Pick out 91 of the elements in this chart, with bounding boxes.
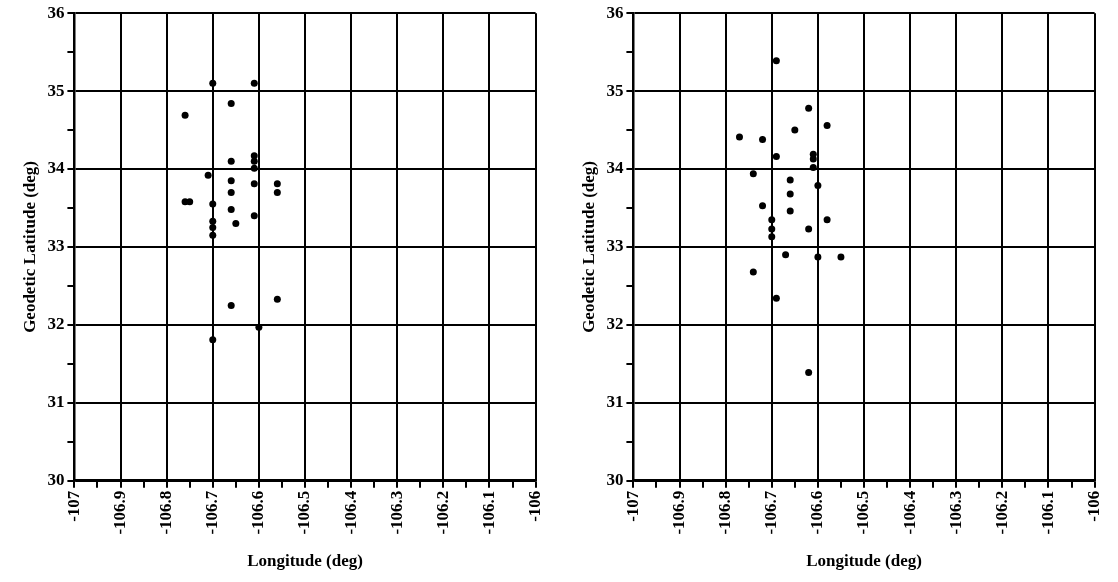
x-tick-label: -106.3: [386, 490, 406, 535]
point: [786, 176, 794, 184]
x-tick-label: -106.2: [991, 490, 1011, 535]
point: [809, 155, 817, 163]
point: [786, 207, 794, 215]
y-tick-label: 33: [606, 236, 624, 256]
y-tick-label: 34: [606, 158, 624, 178]
y-tick-label: 36: [47, 2, 65, 22]
point: [837, 253, 845, 261]
point: [786, 190, 794, 198]
point: [805, 225, 813, 233]
x-tick-label: -106.5: [294, 490, 314, 535]
x-tick-label: -106.1: [1037, 490, 1057, 535]
point: [250, 152, 258, 160]
x-tick-label: -106.8: [715, 490, 735, 535]
point: [735, 133, 743, 141]
x-axis-title: Longitude (deg): [806, 551, 922, 571]
x-tick-label: -106.7: [202, 490, 222, 535]
point: [273, 188, 281, 196]
x-tick-label: -107: [622, 490, 642, 522]
x-tick-label: -106.6: [807, 490, 827, 535]
point: [805, 368, 813, 376]
point: [227, 157, 235, 165]
point: [227, 206, 235, 214]
point: [250, 164, 258, 172]
x-tick-label: -106: [1083, 490, 1103, 522]
x-tick-label: -106: [524, 490, 544, 522]
x-tick-label: -107: [63, 490, 83, 522]
y-tick-label: 30: [606, 470, 624, 490]
point: [209, 79, 217, 87]
point: [782, 251, 790, 259]
y-tick-label: 35: [606, 80, 624, 100]
point: [181, 198, 189, 206]
point: [768, 225, 776, 233]
point: [273, 295, 281, 303]
x-axis-title: Longitude (deg): [247, 551, 363, 571]
x-tick-label: -106.4: [340, 490, 360, 535]
point: [749, 170, 757, 178]
point: [823, 121, 831, 129]
point: [772, 57, 780, 65]
point: [227, 301, 235, 309]
point: [768, 233, 776, 241]
point: [814, 253, 822, 261]
point: [209, 200, 217, 208]
y-axis-title: Geodetic Latitude (deg): [19, 161, 39, 333]
point: [250, 180, 258, 188]
point: [814, 181, 822, 189]
x-tick-label: -106.9: [109, 490, 129, 535]
point: [791, 126, 799, 134]
point: [250, 79, 258, 87]
point: [772, 153, 780, 161]
point: [759, 202, 767, 210]
y-tick-label: 30: [47, 470, 65, 490]
point: [227, 100, 235, 108]
y-tick-label: 31: [606, 392, 624, 412]
point: [181, 111, 189, 119]
x-tick-label: -106.2: [432, 490, 452, 535]
point: [273, 180, 281, 188]
point: [250, 212, 258, 220]
point: [232, 220, 240, 228]
point: [204, 171, 212, 179]
y-tick-label: 36: [606, 2, 624, 22]
x-tick-label: -106.5: [853, 490, 873, 535]
x-tick-label: -106.1: [478, 490, 498, 535]
x-tick-label: -106.6: [248, 490, 268, 535]
point: [823, 216, 831, 224]
point: [209, 217, 217, 225]
x-tick-label: -106.9: [668, 490, 688, 535]
point: [250, 157, 258, 165]
x-tick-label: -106.7: [761, 490, 781, 535]
y-axis-title: Geodetic Latitude (deg): [578, 161, 598, 333]
x-tick-label: -106.8: [156, 490, 176, 535]
point: [227, 188, 235, 196]
point: [805, 104, 813, 112]
point: [749, 268, 757, 276]
x-tick-label: -106.4: [899, 490, 919, 535]
y-tick-label: 34: [47, 158, 65, 178]
point: [768, 216, 776, 224]
point: [227, 177, 235, 185]
y-tick-label: 31: [47, 392, 65, 412]
y-tick-label: 33: [47, 236, 65, 256]
point: [209, 231, 217, 239]
y-tick-label: 32: [606, 314, 624, 334]
y-tick-label: 35: [47, 80, 65, 100]
point: [209, 336, 217, 344]
point: [809, 163, 817, 171]
point: [759, 135, 767, 143]
point: [209, 223, 217, 231]
point: [772, 294, 780, 302]
x-tick-label: -106.3: [945, 490, 965, 535]
y-tick-label: 32: [47, 314, 65, 334]
